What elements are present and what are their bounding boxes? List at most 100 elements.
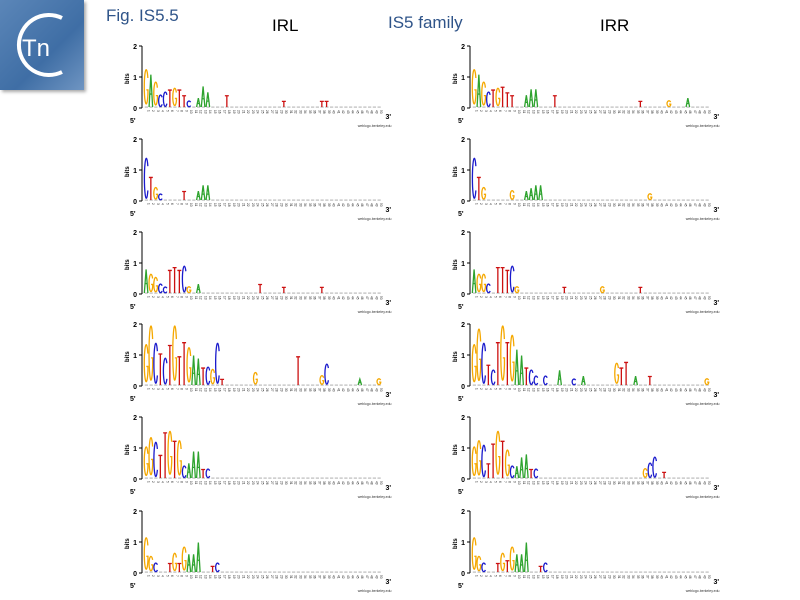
background-letter-stack	[525, 199, 529, 201]
background-letter-stack	[344, 571, 348, 573]
position-tick-label: 8	[180, 481, 184, 483]
position-tick-label: 30	[284, 110, 288, 114]
logo-letter-G	[211, 369, 215, 383]
background-letter-stack	[563, 199, 567, 201]
background-letter-stack	[624, 106, 628, 108]
background-letter-stack	[677, 292, 681, 294]
logo-letter-C	[544, 563, 547, 572]
position-tick-label: 33	[626, 203, 630, 207]
position-tick-label: 40	[332, 481, 336, 485]
background-letter-stack	[178, 199, 182, 201]
background-letter-stack	[225, 199, 229, 201]
position-tick-label: 27	[270, 203, 274, 207]
position-tick-label: 6	[170, 203, 174, 205]
position-tick-label: 10	[189, 110, 193, 114]
position-tick-label: 9	[184, 388, 188, 390]
y-tick-label: 1	[133, 75, 137, 82]
position-tick-label: 16	[546, 110, 550, 114]
position-tick-label: 48	[698, 203, 702, 207]
position-tick-label: 49	[374, 203, 378, 207]
logo-letter-G	[178, 441, 182, 475]
position-tick-label: 25	[260, 388, 264, 392]
position-tick-label: 25	[588, 296, 592, 300]
position-tick-label: 3	[156, 481, 160, 483]
background-letter-stack	[548, 384, 552, 386]
y-axis-label: bits	[453, 259, 459, 270]
position-tick-label: 31	[289, 388, 293, 392]
position-tick-label: 10	[517, 481, 521, 485]
position-tick-label: 2	[151, 110, 155, 112]
background-letter-stack	[225, 106, 229, 108]
background-letter-stack	[244, 477, 248, 479]
position-tick-label: 48	[698, 296, 702, 300]
logo-letter-G	[501, 326, 505, 380]
background-letter-stack	[520, 571, 524, 573]
position-tick-label: 40	[660, 203, 664, 207]
background-letter-stack	[206, 571, 210, 573]
position-tick-label: 12	[199, 388, 203, 392]
logo-letter-T	[225, 96, 229, 107]
background-letter-stack	[187, 571, 191, 573]
y-tick-label: 2	[133, 44, 137, 51]
position-tick-label: 44	[351, 110, 355, 114]
background-letter-stack	[353, 106, 357, 108]
position-tick-label: 2	[479, 203, 483, 205]
background-letter-stack	[306, 106, 310, 108]
background-letter-stack	[330, 477, 334, 479]
logo-letter-G	[496, 431, 500, 474]
position-tick-label: 21	[569, 575, 573, 579]
background-letter-stack	[244, 199, 248, 201]
logo-letter-T	[496, 343, 500, 385]
background-letter-stack	[206, 384, 210, 386]
position-tick-label: 37	[645, 481, 649, 485]
background-letter-stack	[586, 384, 590, 386]
background-letter-stack	[287, 384, 291, 386]
background-letter-stack	[667, 292, 671, 294]
logo-letter-G	[510, 191, 514, 200]
position-tick-label: 27	[270, 575, 274, 579]
position-tick-label: 30	[612, 203, 616, 207]
background-letter-stack	[672, 571, 676, 573]
background-letter-stack	[358, 571, 362, 573]
background-letter-stack	[610, 292, 614, 294]
background-letter-stack	[472, 292, 476, 294]
position-tick-label: 31	[617, 110, 621, 114]
background-letter-stack	[353, 477, 357, 479]
five-prime-label: 5'	[130, 304, 136, 311]
background-letter-stack	[586, 106, 590, 108]
background-letter-stack	[334, 477, 338, 479]
position-tick-label: 11	[522, 388, 526, 392]
position-tick-label: 32	[294, 203, 298, 207]
position-tick-label: 21	[241, 388, 245, 392]
position-tick-label: 19	[232, 203, 236, 207]
background-letter-stack	[643, 106, 647, 108]
background-letter-stack	[292, 199, 296, 201]
position-tick-label: 25	[588, 110, 592, 114]
position-tick-label: 8	[508, 296, 512, 298]
position-tick-label: 10	[189, 575, 193, 579]
position-tick-label: 27	[598, 110, 602, 114]
position-tick-label: 45	[355, 481, 359, 485]
background-letter-stack	[548, 199, 552, 201]
background-letter-stack	[349, 571, 353, 573]
background-letter-stack	[211, 384, 215, 386]
position-tick-label: 21	[569, 481, 573, 485]
background-letter-stack	[572, 477, 576, 479]
y-tick-label: 0	[461, 106, 465, 113]
position-tick-label: 23	[251, 481, 255, 485]
background-letter-stack	[548, 106, 552, 108]
background-letter-stack	[653, 384, 657, 386]
logo-letter-T	[477, 177, 481, 200]
background-letter-stack	[601, 477, 605, 479]
position-tick-label: 31	[289, 575, 293, 579]
background-letter-stack	[235, 477, 239, 479]
position-tick-label: 34	[303, 575, 307, 579]
three-prime-label: 3'	[714, 392, 720, 399]
logo-letter-T	[282, 287, 286, 293]
position-tick-label: 48	[370, 203, 374, 207]
position-tick-label: 34	[303, 388, 307, 392]
logo-letter-G	[149, 438, 153, 475]
position-tick-label: 33	[298, 110, 302, 114]
background-letter-stack	[296, 292, 300, 294]
background-letter-stack	[192, 292, 196, 294]
